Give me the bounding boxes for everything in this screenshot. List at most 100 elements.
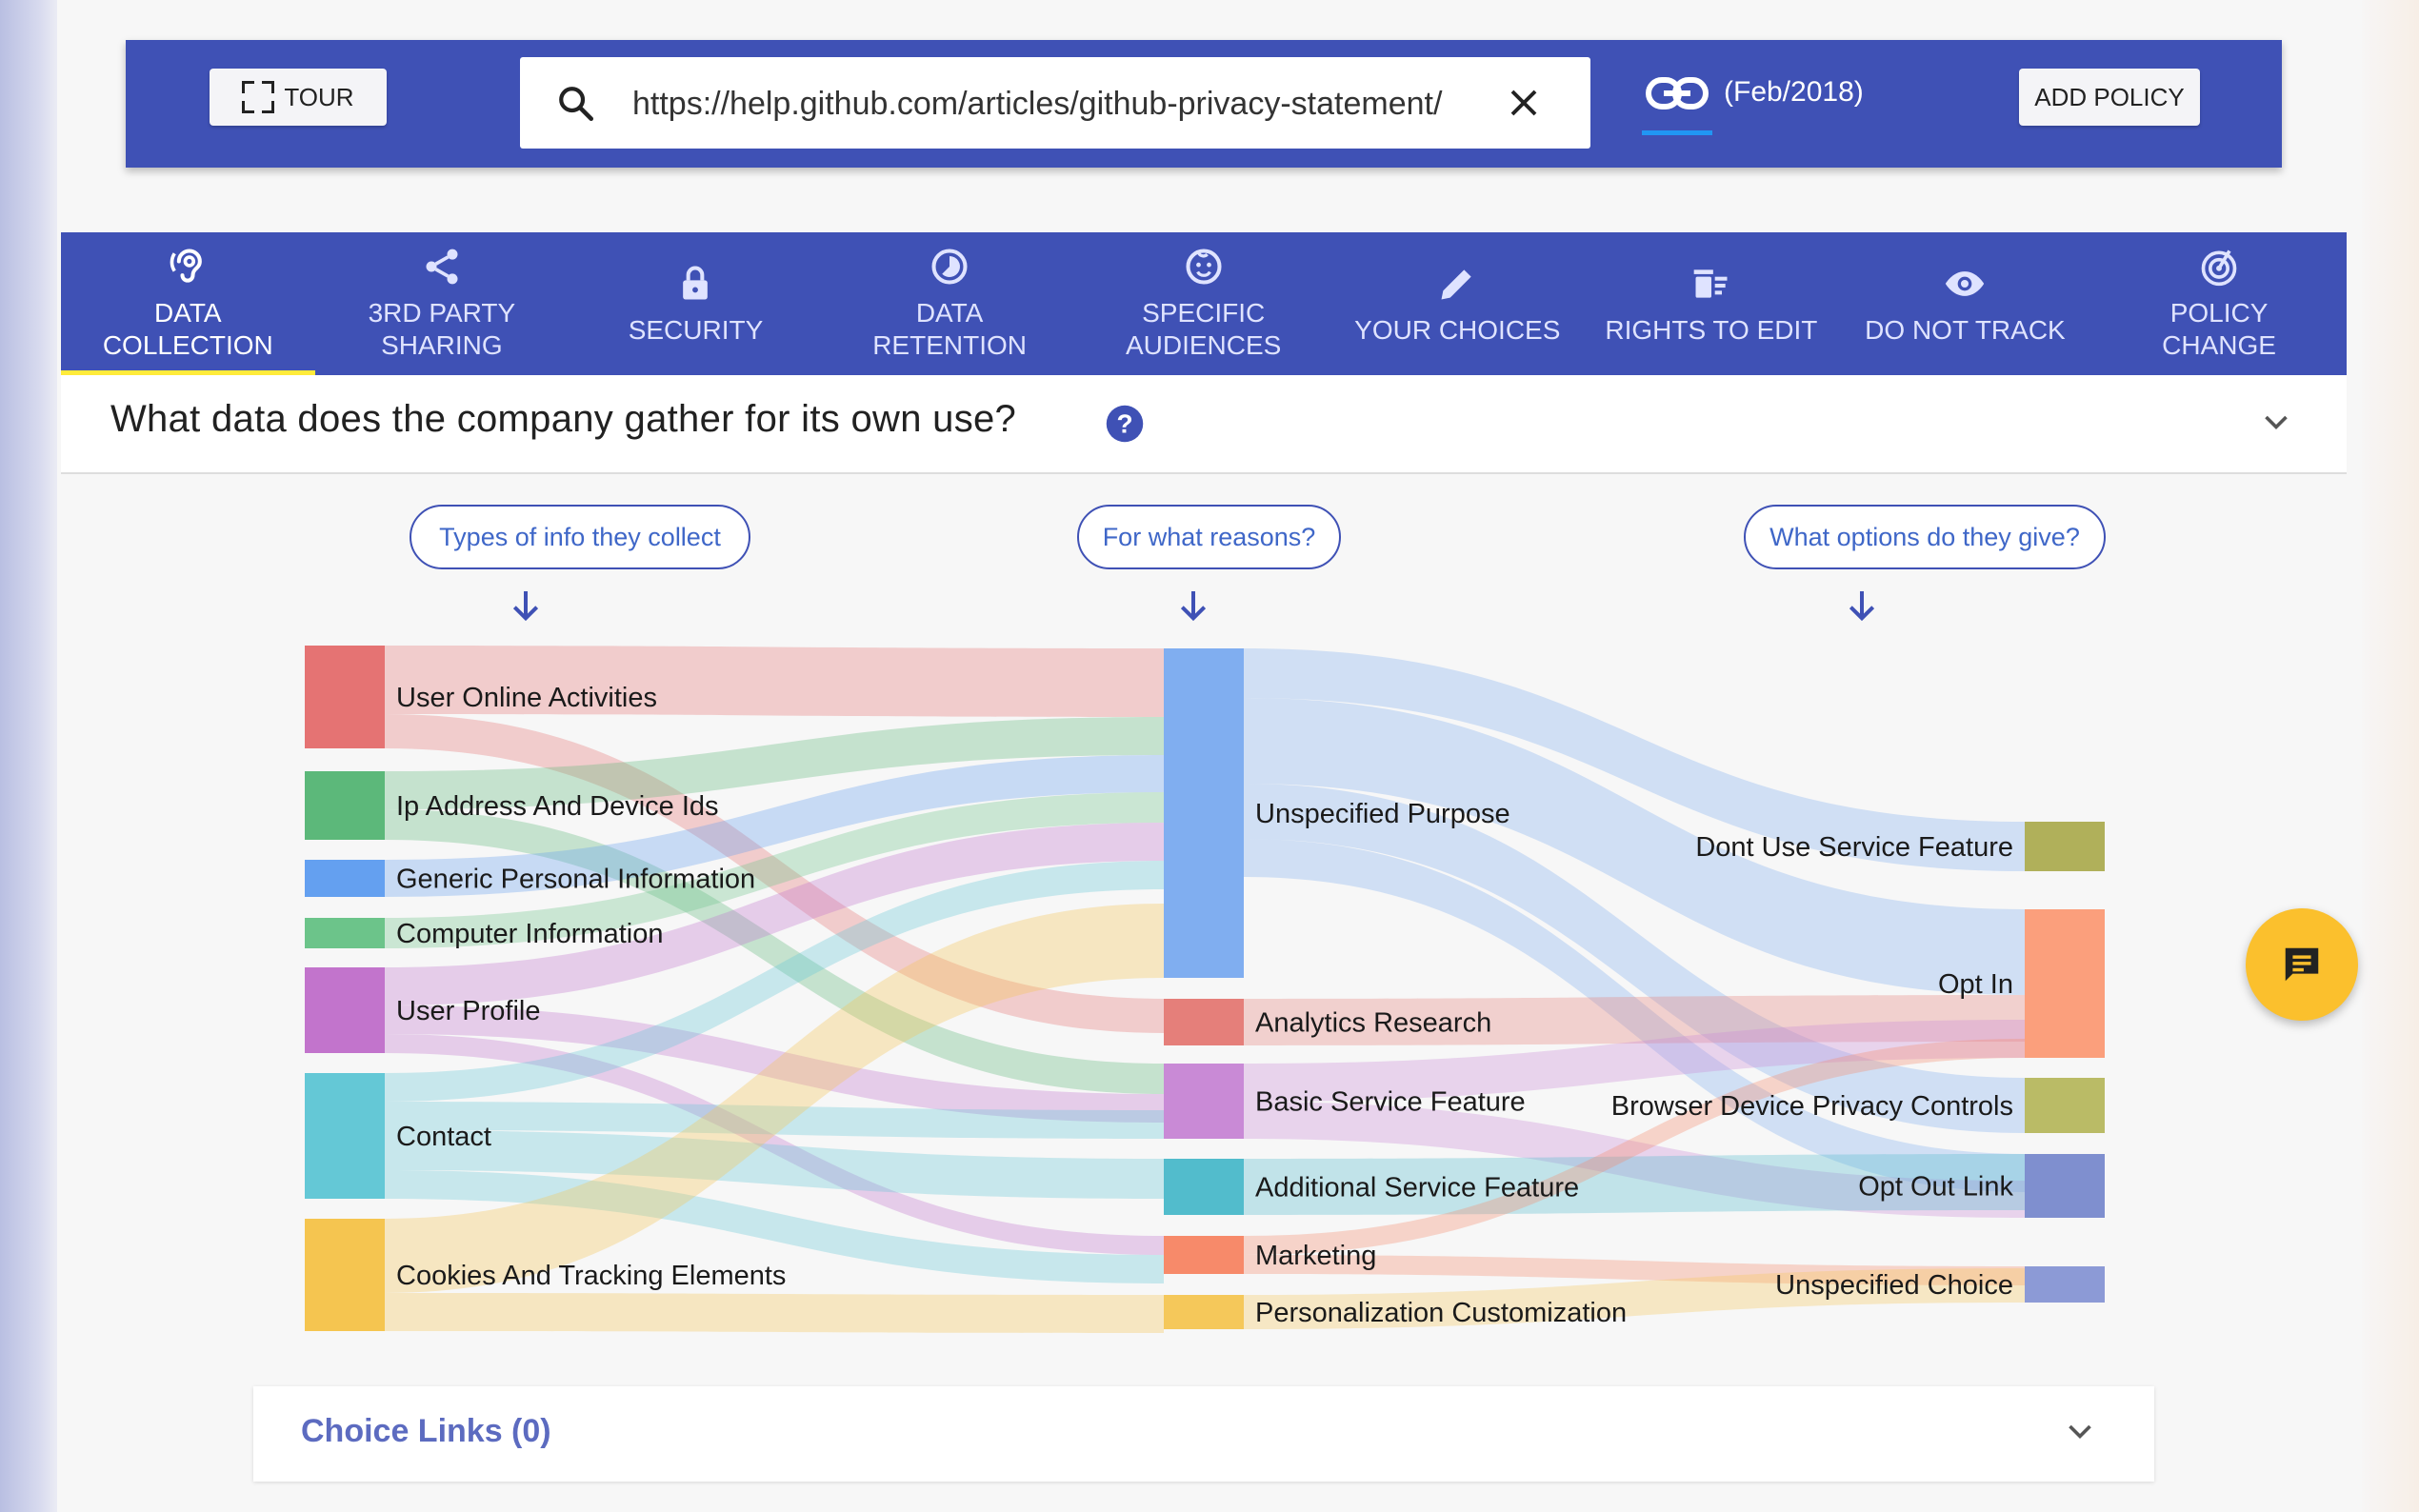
flow-info-to-purpose [385,646,1164,717]
flow-purpose-to-choice [1244,648,2025,871]
choice-node-label: Opt In [1938,969,2013,1000]
flow-info-to-purpose [385,1102,1164,1139]
flow-purpose-to-choice [1244,698,2025,995]
delete-sweep-icon [1693,269,1728,298]
policy-link[interactable]: (Feb/2018) [1642,69,1864,135]
choice-node-label: Unspecified Choice [1775,1270,2013,1301]
info-node-label: Computer Information [396,919,663,949]
help-icon[interactable]: ? [1105,404,1145,444]
info-node-bar[interactable] [305,1219,385,1331]
flow-purpose-to-choice [1244,1102,2025,1218]
tab-your-choices[interactable]: YOUR CHOICES [1330,232,1585,375]
tab-rights-to-edit[interactable]: RIGHTS TO EDIT [1585,232,1839,375]
sankey-nodes: User Online Activities Ip Address And Dev… [305,646,2105,1331]
arrow-down-icon [1180,591,1207,622]
clear-icon[interactable] [1507,86,1541,120]
feedback-button[interactable] [2246,908,2358,1021]
link-underline [1642,130,1712,135]
purpose-node-bar[interactable] [1164,1236,1244,1274]
info-node-label: User Profile [396,996,541,1026]
info-node-label: Ip Address And Device Ids [396,791,719,822]
tab-data-retention[interactable]: DATA RETENTION [823,232,1077,375]
search-box [520,57,1590,149]
top-toolbar: TOUR (Feb/2018) ADD POLICY [126,40,2282,168]
info-node-bar[interactable] [305,967,385,1053]
choice-node-bar[interactable] [2025,1266,2105,1303]
search-icon [559,87,594,122]
flow-purpose-to-choice [1244,1154,2025,1215]
info-node-bar[interactable] [305,860,385,897]
tab-label: DATA RETENTION [872,298,1027,360]
purpose-node-bar[interactable] [1164,1064,1244,1139]
policy-date: (Feb/2018) [1724,76,1864,108]
tab-label: POLICY CHANGE [2162,298,2276,360]
reasons-column-pill[interactable]: For what reasons? [1077,505,1341,569]
purpose-node-bar[interactable] [1164,1295,1244,1329]
flow-info-to-purpose [385,714,1164,1033]
flow-info-to-purpose [385,755,1164,897]
tab-security[interactable]: SECURITY [569,232,823,375]
flow-info-to-purpose [385,1005,1164,1123]
eye-icon [1946,271,1985,296]
purpose-node-bar[interactable] [1164,1159,1244,1215]
flow-info-to-purpose [385,861,1164,1102]
ear-icon [170,249,203,283]
share-icon [426,249,458,285]
arrow-down-icon [1849,591,1875,622]
info-node-bar[interactable] [305,646,385,748]
chat-icon [2285,947,2319,982]
target-icon [2201,249,2237,287]
flow-info-to-purpose [385,792,1164,948]
flow-purpose-to-choice [1244,1255,2025,1285]
purpose-node-bar[interactable] [1164,999,1244,1045]
choice-node-bar[interactable] [2025,1078,2105,1133]
question-header[interactable]: What data does the company gather for it… [61,375,2347,474]
flow-purpose-to-choice [1244,839,2025,1192]
choice-node-bar[interactable] [2025,909,2105,1058]
options-column-pill[interactable]: What options do they give? [1744,505,2106,569]
info-node-label: Cookies And Tracking Elements [396,1261,786,1291]
flow-purpose-to-choice [1244,784,2025,1133]
tab-specific-audiences[interactable]: SPECIFIC AUDIENCES [1076,232,1330,375]
chevron-down-icon[interactable] [2259,406,2293,440]
flow-info-to-purpose [385,1034,1164,1255]
tab-label: SPECIFIC AUDIENCES [1125,298,1282,360]
purpose-node-bar[interactable] [1164,648,1244,978]
child-face-icon [1186,249,1222,285]
tab-policy-change[interactable]: POLICY CHANGE [2092,232,2347,375]
flow-info-to-purpose [385,1130,1164,1199]
choice-node-bar[interactable] [2025,1154,2105,1218]
add-policy-button[interactable]: ADD POLICY [2019,69,2200,126]
info-node-label: Contact [396,1122,491,1152]
chevron-down-icon[interactable] [2063,1415,2097,1449]
tab-do-not-track[interactable]: DO NOT TRACK [1838,232,2092,375]
tab-data-collection[interactable]: DATA COLLECTION [61,232,315,375]
info-node-bar[interactable] [305,1073,385,1199]
lock-icon [683,266,709,300]
flow-info-to-purpose [385,809,1164,1094]
arrow-down-icon [512,591,539,622]
info-node-label: User Online Activities [396,683,657,713]
timelapse-icon [931,249,968,285]
fullscreen-icon [242,81,275,113]
choice-links-panel[interactable]: Choice Links (0) [253,1386,2154,1482]
purpose-node-label: Analytics Research [1255,1008,1491,1039]
category-tabs: DATA COLLECTION 3RD PARTY SHARING SECURI… [61,232,2347,375]
flow-purpose-to-choice [1244,1039,2025,1255]
tab-label: YOUR CHOICES [1354,315,1561,345]
tab-3rd-party-sharing[interactable]: 3RD PARTY SHARING [315,232,570,375]
flow-purpose-to-choice [1244,995,2025,1045]
choice-node-label: Dont Use Service Feature [1695,832,2013,863]
tab-label: 3RD PARTY SHARING [368,298,516,360]
tab-label: DO NOT TRACK [1865,315,2066,345]
svg-text:?: ? [1116,409,1132,439]
tour-button[interactable]: TOUR [210,69,387,126]
info-node-bar[interactable] [305,771,385,840]
flow-info-to-purpose [385,823,1164,1005]
info-node-bar[interactable] [305,918,385,948]
choice-node-bar[interactable] [2025,822,2105,871]
choice-node-label: Browser Device Privacy Controls [1611,1091,2013,1122]
info-column-pill[interactable]: Types of info they collect [410,505,750,569]
policy-url-input[interactable] [630,74,1472,133]
